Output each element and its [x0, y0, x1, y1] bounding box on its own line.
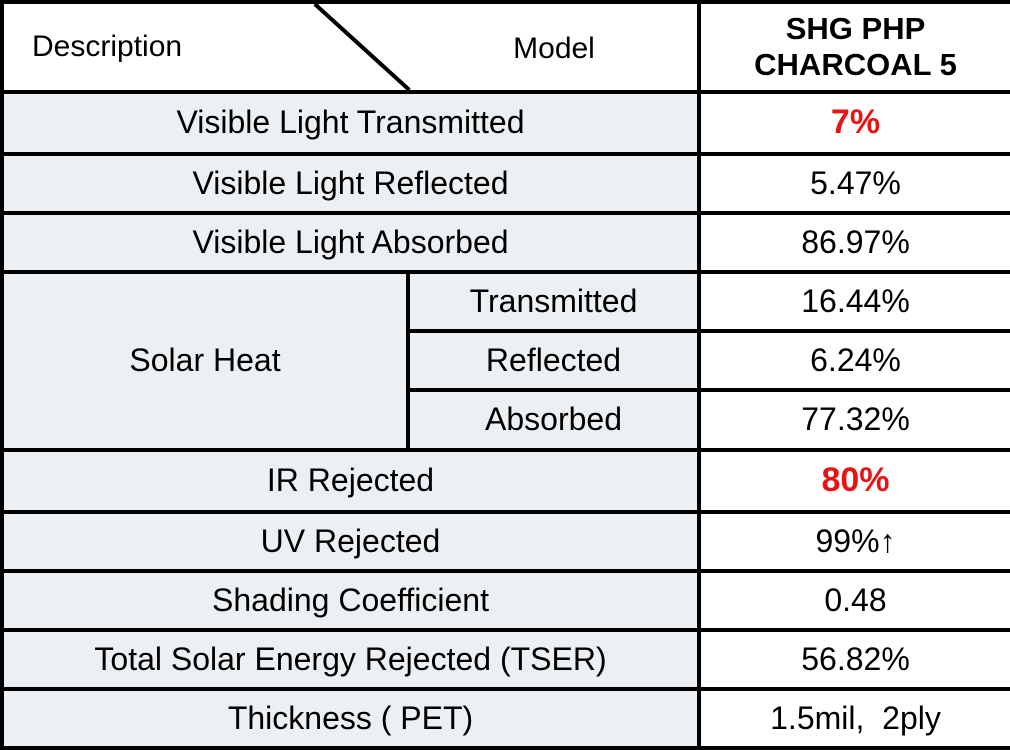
row-sublabel-solar-heat-absorbed: Absorbed: [406, 388, 701, 452]
row-label-thickness: Thickness ( PET): [0, 686, 701, 750]
table-row: IR Rejected 80%: [0, 447, 1010, 514]
row-value-visible-light-absorbed: 86.97%: [697, 211, 1010, 275]
model-name-cell: SHG PHP CHARCOAL 5: [697, 0, 1010, 94]
row-value-ir-rejected: 80%: [697, 447, 1010, 514]
description-header-label: Description: [32, 30, 183, 63]
table-row: Reflected 6.24%: [2, 329, 1010, 393]
row-label-shading-coefficient: Shading Coefficient: [0, 568, 701, 632]
table-row: UV Rejected 99%↑: [0, 509, 1010, 573]
row-label-visible-light-reflected: Visible Light Reflected: [0, 151, 701, 216]
row-value-solar-heat-reflected: 6.24%: [697, 329, 1010, 393]
model-name-line1: SHG PHP: [785, 11, 926, 46]
row-label-visible-light-absorbed: Visible Light Absorbed: [0, 211, 701, 275]
table-row: Visible Light Absorbed 86.97%: [0, 211, 1010, 275]
row-value-solar-heat-absorbed: 77.32%: [697, 388, 1010, 452]
row-value-total-solar-energy-rejected: 56.82%: [697, 627, 1010, 691]
row-label-ir-rejected: IR Rejected: [0, 447, 701, 514]
row-label-total-solar-energy-rejected: Total Solar Energy Rejected (TSER): [0, 627, 701, 691]
table-row: Visible Light Transmitted 7%: [0, 90, 1010, 156]
row-sublabel-solar-heat-reflected: Reflected: [406, 329, 701, 393]
row-value-uv-rejected: 99%↑: [697, 509, 1010, 573]
table-row: Absorbed 77.32%: [2, 388, 1010, 452]
row-value-visible-light-transmitted: 7%: [697, 90, 1010, 156]
row-value-thickness: 1.5mil, 2ply: [697, 686, 1010, 750]
table-row: Visible Light Reflected 5.47%: [0, 151, 1010, 216]
table-row: Solar Heat Transmitted 16.44%: [0, 270, 1010, 452]
row-value-visible-light-reflected: 5.47%: [697, 151, 1010, 216]
header-diagonal-line: [4, 4, 697, 90]
row-label-uv-rejected: UV Rejected: [0, 509, 701, 573]
header-description-model-cell: Description Model: [0, 0, 701, 94]
row-label-visible-light-transmitted: Visible Light Transmitted: [0, 90, 701, 156]
table-row: Total Solar Energy Rejected (TSER) 56.82…: [0, 627, 1010, 691]
row-value-solar-heat-transmitted: 16.44%: [697, 270, 1010, 334]
row-label-solar-heat: Solar Heat: [0, 270, 410, 452]
model-name-line2: CHARCOAL 5: [754, 47, 957, 82]
model-header-label: Model: [513, 31, 595, 65]
row-value-shading-coefficient: 0.48: [697, 568, 1010, 632]
table-row: Thickness ( PET) 1.5mil, 2ply: [0, 686, 1010, 750]
table-header-row: Description Model SHG PHP CHARCOAL 5: [0, 0, 1010, 94]
row-sublabel-solar-heat-transmitted: Transmitted: [406, 270, 701, 334]
table-row: Shading Coefficient 0.48: [0, 568, 1010, 632]
